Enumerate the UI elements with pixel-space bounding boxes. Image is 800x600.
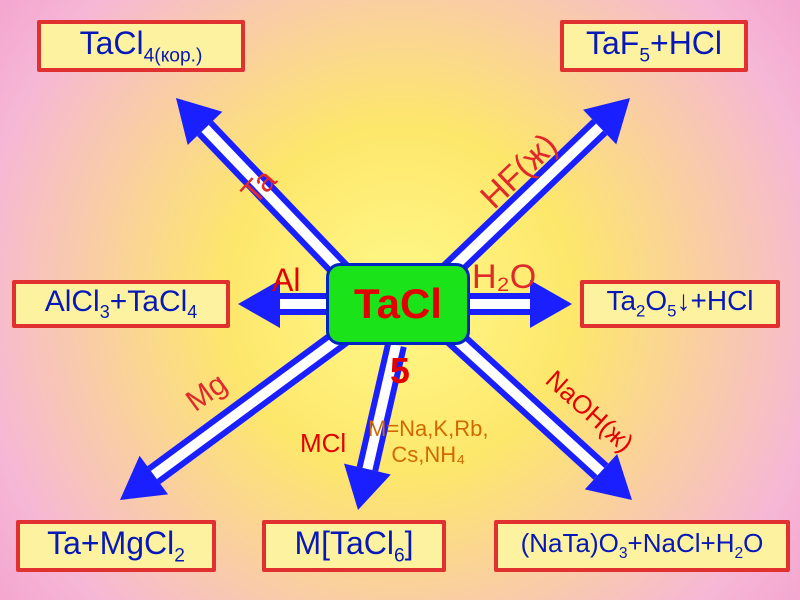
product-tacl4: TaCl4(кор.) <box>37 20 245 72</box>
product-alcl3: AlCl3+TaCl4 <box>12 280 230 328</box>
reagent-ta: Ta <box>234 162 284 212</box>
product-alcl3-label: AlCl3+TaCl4 <box>45 287 198 321</box>
reagent-naoh: NaOH(ж) <box>539 364 639 459</box>
product-ta2o5: Ta2O5↓+HCl <box>580 280 780 328</box>
reagent-hf: HF(ж) <box>473 126 565 217</box>
m-definition-note: M=Na,K,Rb,Cs,NH₄ <box>368 416 488 469</box>
diagram-stage: TaCl4(кор.) TaF5+HCl AlCl3+TaCl4 Ta2O5↓+… <box>0 0 800 600</box>
product-mtacl6: M[TaCl6] <box>262 520 446 572</box>
product-taf5: TaF5+HCl <box>560 20 748 72</box>
reagent-mcl: MCl <box>300 428 346 459</box>
center-compound-label: TaCl <box>354 283 442 325</box>
product-mtacl6-label: M[TaCl6] <box>294 527 413 566</box>
product-tacl4-label: TaCl4(кор.) <box>80 27 203 66</box>
reagent-al: Al <box>272 262 300 299</box>
reagent-h2o: H₂O <box>472 258 536 297</box>
reagent-mg: Mg <box>180 367 234 419</box>
product-taf5-label: TaF5+HCl <box>586 27 722 66</box>
product-ta-mgcl2-label: Ta+MgCl2 <box>47 527 185 566</box>
product-natao3-label: (NaTa)O3+NaCl+H2O <box>521 530 764 562</box>
product-ta-mgcl2: Ta+MgCl2 <box>16 520 216 572</box>
center-subscript: 5 <box>390 351 410 392</box>
product-natao3: (NaTa)O3+NaCl+H2O <box>494 520 790 572</box>
product-ta2o5-label: Ta2O5↓+HCl <box>606 287 753 320</box>
center-compound: TaCl <box>326 263 470 345</box>
